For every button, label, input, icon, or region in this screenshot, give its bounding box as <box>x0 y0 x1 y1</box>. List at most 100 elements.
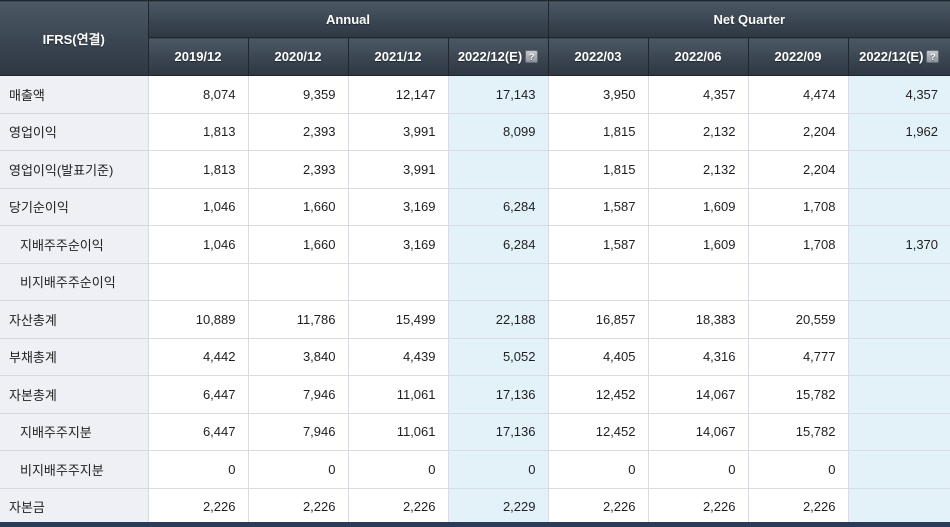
table-row: 영업이익 1,813 2,393 3,991 8,099 1,815 2,132 2,204 1… <box>0 112 950 151</box>
value-cell: 2,132 <box>647 150 749 189</box>
value-cell <box>647 262 749 301</box>
value-cell: 3,991 <box>347 112 449 151</box>
value-cell: 0 <box>447 450 549 489</box>
value-cell: 5,052 <box>447 337 549 376</box>
row-label: 자본금 <box>0 487 149 526</box>
value-cell: 0 <box>147 450 249 489</box>
value-cell: 12,147 <box>347 75 449 114</box>
value-cell <box>847 300 950 339</box>
value-cell: 0 <box>747 450 849 489</box>
value-cell: 1,815 <box>547 150 649 189</box>
row-label: 영업이익 <box>0 112 149 151</box>
row-label: 비지배주주지분 <box>0 450 149 489</box>
value-cell <box>447 262 549 301</box>
table-row: 비지배주주지분 0 0 0 0 0 0 0 <box>0 450 950 489</box>
table-corner-ifrs-label: IFRS(연결) <box>0 0 149 76</box>
value-cell: 18,383 <box>647 300 749 339</box>
value-cell: 2,204 <box>747 112 849 151</box>
column-header-2022-12-e: 2022/12(E)? <box>447 37 549 76</box>
value-cell: 4,316 <box>647 337 749 376</box>
table-row: 부채총계 4,442 3,840 4,439 5,052 4,405 4,316 4,777 <box>0 337 950 376</box>
value-cell: 1,708 <box>747 187 849 226</box>
table-row: 비지배주주순이익 <box>0 262 950 301</box>
value-cell: 1,660 <box>247 225 349 264</box>
value-cell: 6,284 <box>447 187 549 226</box>
value-cell <box>847 187 950 226</box>
row-label: 지배주주순이익 <box>0 225 149 264</box>
column-header-2022-03: 2022/03 <box>547 37 649 76</box>
value-cell: 17,136 <box>447 375 549 414</box>
column-header-label: 2019/12 <box>174 49 222 64</box>
value-cell: 2,393 <box>247 112 349 151</box>
value-cell: 1,587 <box>547 187 649 226</box>
value-cell: 3,840 <box>247 337 349 376</box>
table-row: 지배주주순이익 1,046 1,660 3,169 6,284 1,587 1,609 1,7… <box>0 225 950 264</box>
value-cell: 2,132 <box>647 112 749 151</box>
value-cell: 1,813 <box>147 112 249 151</box>
value-cell: 2,226 <box>147 487 249 526</box>
row-label: 자본총계 <box>0 375 149 414</box>
value-cell <box>847 487 950 526</box>
value-cell: 2,226 <box>547 487 649 526</box>
value-cell <box>447 150 549 189</box>
value-cell: 4,405 <box>547 337 649 376</box>
value-cell: 11,061 <box>347 412 449 451</box>
value-cell: 17,143 <box>447 75 549 114</box>
column-header-label: 2021/12 <box>374 49 422 64</box>
value-cell: 1,046 <box>147 225 249 264</box>
value-cell: 2,226 <box>647 487 749 526</box>
value-cell: 4,777 <box>747 337 849 376</box>
value-cell: 4,442 <box>147 337 249 376</box>
value-cell: 15,499 <box>347 300 449 339</box>
header-group-row: IFRS(연결) Annual Net Quarter <box>0 0 950 76</box>
value-cell: 7,946 <box>247 375 349 414</box>
value-cell: 6,284 <box>447 225 549 264</box>
row-label: 지배주주지분 <box>0 412 149 451</box>
value-cell: 4,439 <box>347 337 449 376</box>
column-header-label: 2022/09 <box>774 49 822 64</box>
column-group-net-quarter: Net Quarter <box>547 0 950 38</box>
value-cell: 2,226 <box>747 487 849 526</box>
value-cell: 1,370 <box>847 225 950 264</box>
value-cell: 3,991 <box>347 150 449 189</box>
value-cell: 12,452 <box>547 412 649 451</box>
value-cell: 9,359 <box>247 75 349 114</box>
value-cell: 15,782 <box>747 375 849 414</box>
column-header-label: 2022/03 <box>574 49 622 64</box>
value-cell: 1,708 <box>747 225 849 264</box>
column-header-label: 2022/06 <box>674 49 722 64</box>
value-cell: 16,857 <box>547 300 649 339</box>
column-header-2022-12-e: 2022/12(E)? <box>847 37 950 76</box>
value-cell <box>547 262 649 301</box>
value-cell: 2,204 <box>747 150 849 189</box>
value-cell: 20,559 <box>747 300 849 339</box>
table-bottom-border <box>0 522 950 527</box>
value-cell: 1,609 <box>647 225 749 264</box>
value-cell: 0 <box>647 450 749 489</box>
help-icon[interactable]: ? <box>926 50 940 63</box>
value-cell: 3,169 <box>347 187 449 226</box>
value-cell: 17,136 <box>447 412 549 451</box>
column-header-label: 2020/12 <box>274 49 322 64</box>
value-cell <box>747 262 849 301</box>
value-cell <box>847 337 950 376</box>
row-label: 당기순이익 <box>0 187 149 226</box>
value-cell: 0 <box>547 450 649 489</box>
value-cell: 1,609 <box>647 187 749 226</box>
value-cell <box>847 150 950 189</box>
value-cell <box>847 262 950 301</box>
value-cell: 10,889 <box>147 300 249 339</box>
help-icon[interactable]: ? <box>525 50 539 63</box>
value-cell: 2,226 <box>347 487 449 526</box>
value-cell <box>847 375 950 414</box>
row-label: 부채총계 <box>0 337 149 376</box>
table-row: 영업이익(발표기준) 1,813 2,393 3,991 1,815 2,132 2,204 <box>0 150 950 189</box>
value-cell: 8,074 <box>147 75 249 114</box>
column-header-label: 2022/12(E) <box>859 49 924 64</box>
value-cell: 1,587 <box>547 225 649 264</box>
value-cell: 0 <box>247 450 349 489</box>
value-cell <box>347 262 449 301</box>
value-cell: 6,447 <box>147 375 249 414</box>
value-cell: 1,962 <box>847 112 950 151</box>
